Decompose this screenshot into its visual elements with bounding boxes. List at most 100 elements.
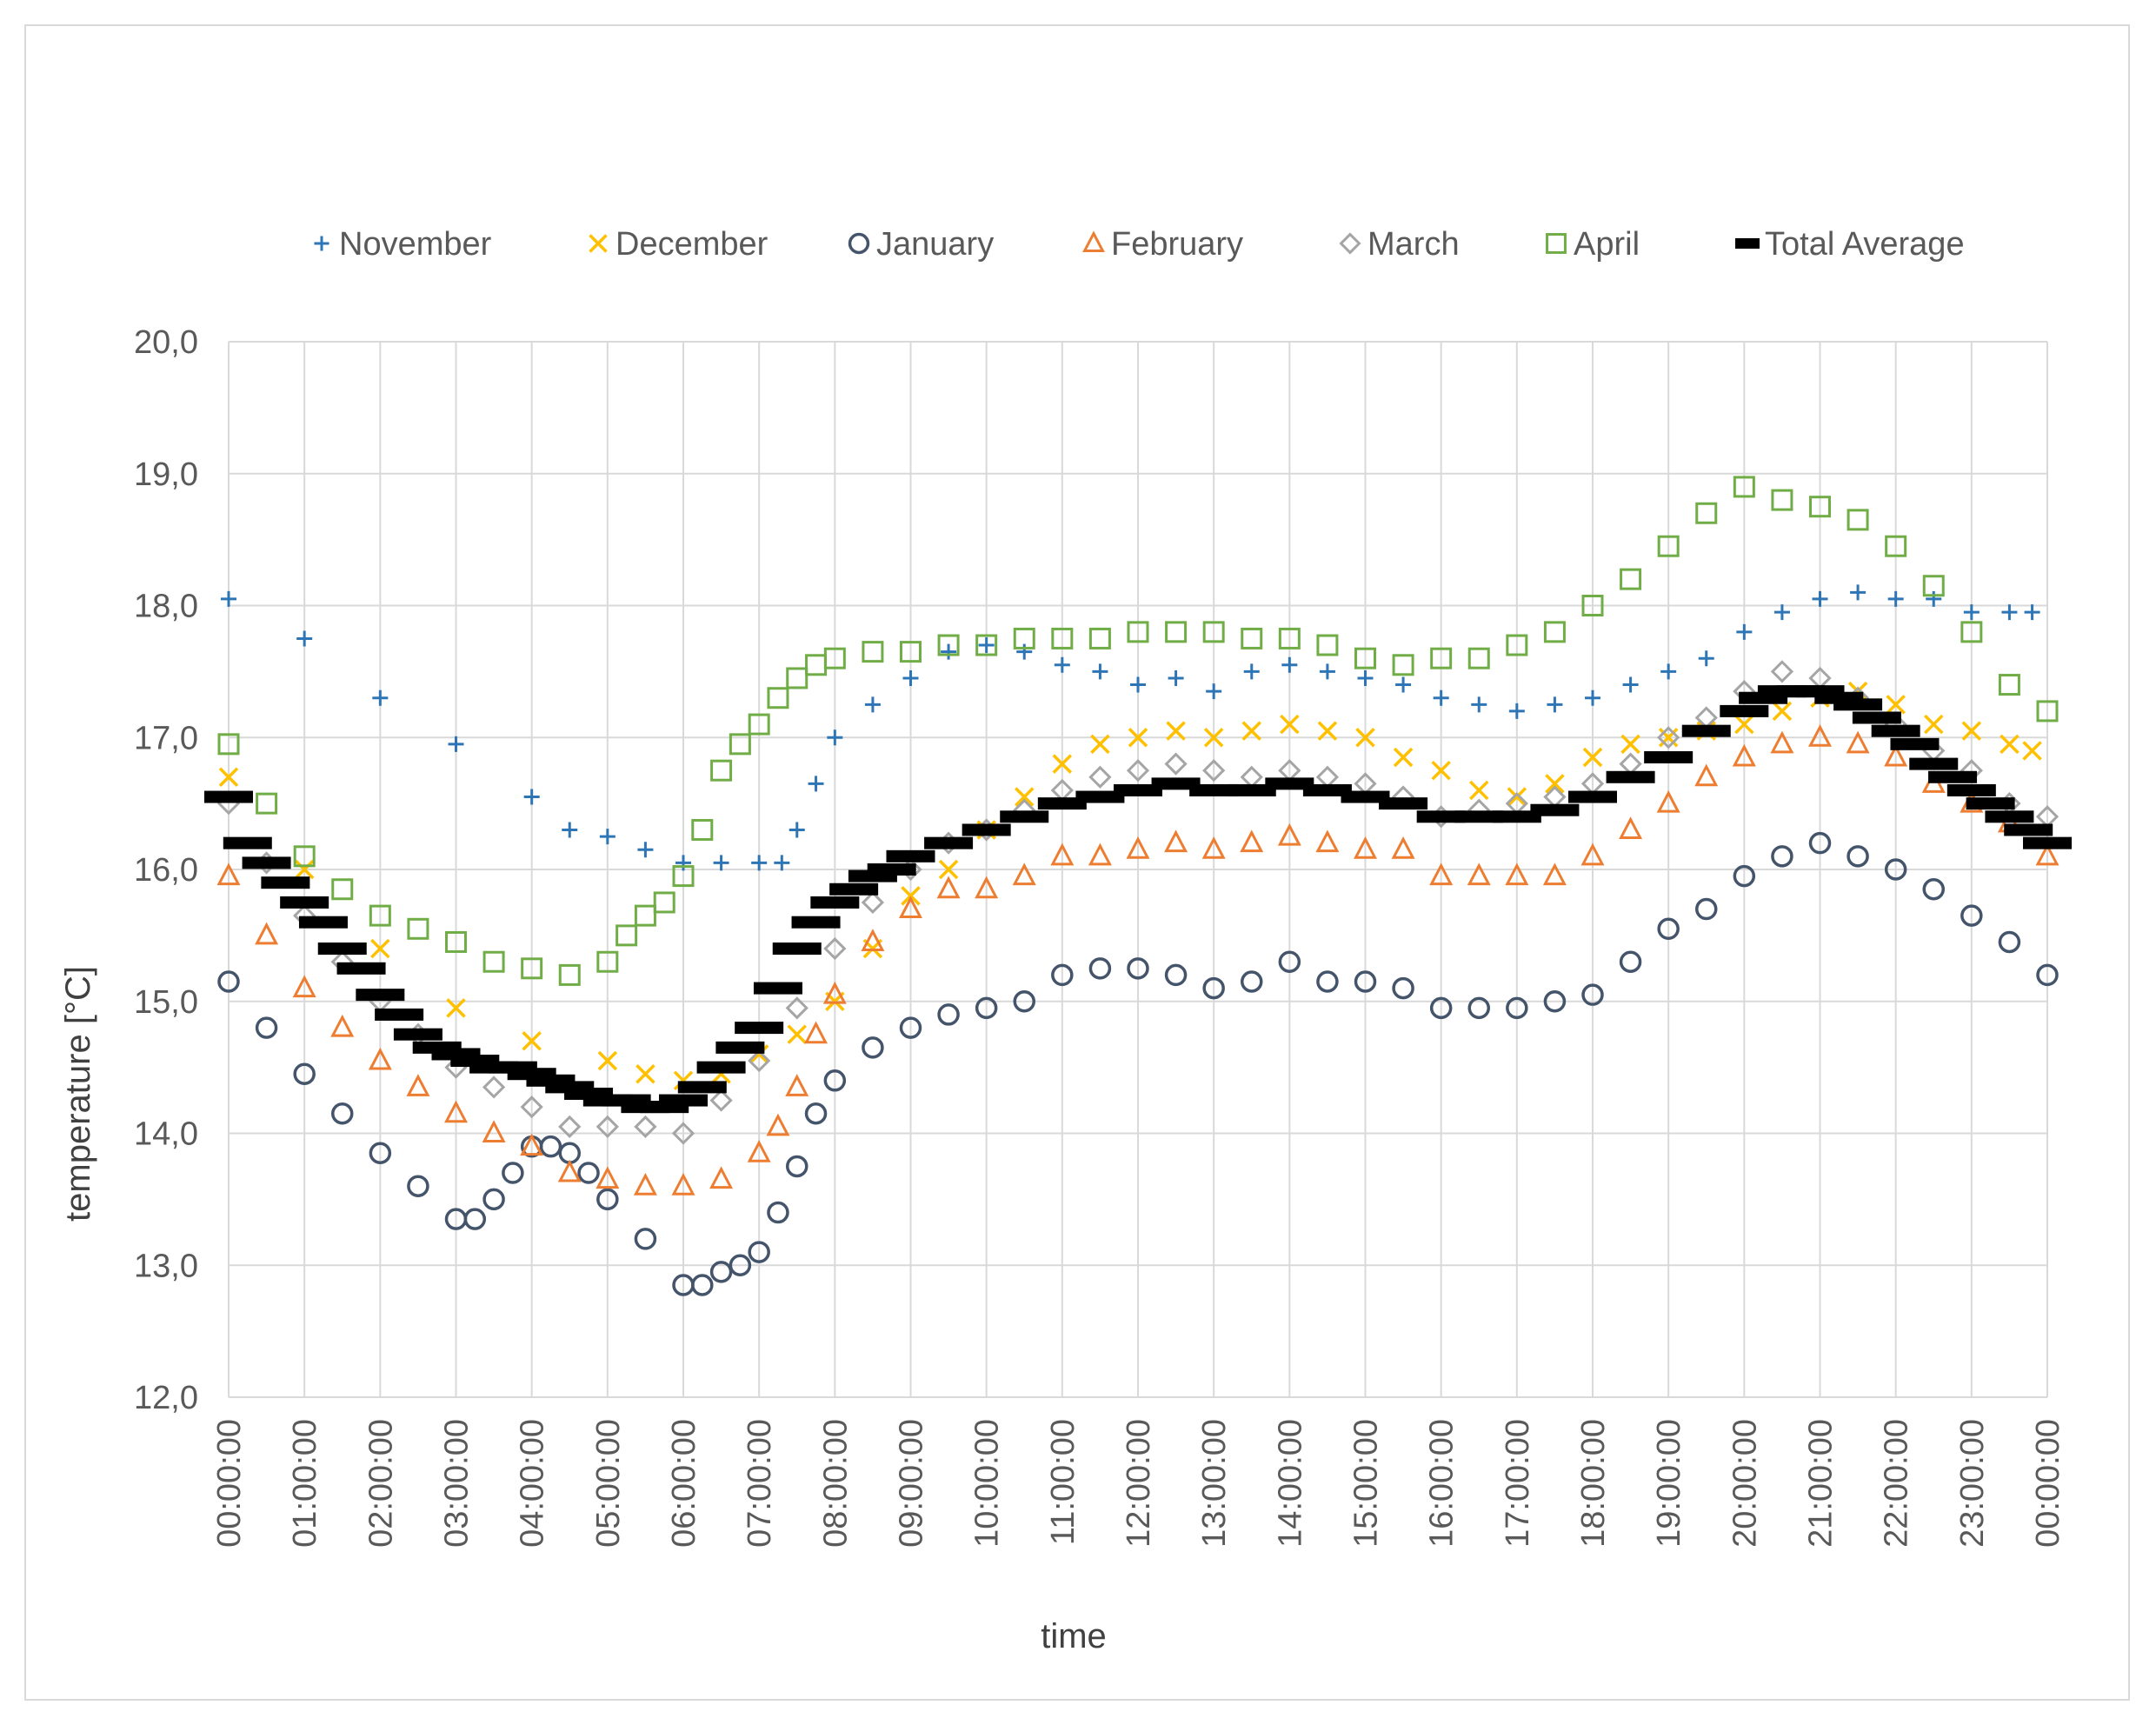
data-point (294, 859, 315, 880)
data-point (1012, 862, 1036, 886)
data-point (482, 1076, 506, 1099)
data-point (1885, 535, 1907, 557)
data-point (1052, 754, 1073, 774)
data-point (1568, 790, 1617, 803)
data-point (1164, 963, 1188, 987)
data-point (216, 862, 241, 886)
data-point (823, 1069, 847, 1092)
data-point (823, 647, 846, 669)
legend-label: Total Average (1765, 226, 1965, 263)
data-point (1166, 721, 1186, 741)
data-point (975, 996, 998, 1020)
data-point (653, 891, 675, 914)
data-point (1357, 669, 1374, 686)
data-point (445, 930, 467, 953)
data-point (221, 590, 236, 607)
data-point (2004, 823, 2053, 836)
data-point (1770, 660, 1794, 683)
data-point (829, 882, 879, 896)
y-tick-label: 16,0 (134, 852, 198, 889)
data-point (1189, 783, 1239, 796)
data-point (2036, 700, 2059, 723)
data-point (1812, 590, 1828, 607)
legend-marker (1082, 230, 1105, 253)
data-point (1960, 621, 1983, 643)
x-tick-label: 20:00:00 (1727, 1419, 1763, 1548)
y-tick-label: 12,0 (134, 1380, 198, 1416)
data-point (1720, 704, 1769, 717)
data-point (1051, 963, 1074, 987)
data-point (1395, 676, 1412, 693)
data-point (1013, 627, 1035, 649)
data-point (2024, 604, 2040, 621)
data-point (368, 1047, 392, 1070)
legend-item: February (1082, 226, 1243, 263)
data-point (1619, 752, 1642, 776)
data-point (785, 1074, 809, 1096)
data-point (1506, 996, 1528, 1020)
data-point (823, 936, 847, 961)
data-point (1850, 584, 1867, 601)
data-point (261, 876, 310, 889)
data-point (375, 1008, 424, 1021)
data-point (1164, 752, 1188, 776)
data-point (1467, 996, 1490, 1020)
x-tick-label: 13:00:00 (1196, 1419, 1233, 1548)
y-axis-ticks: 12,0 13,0 14,0 15,0 16,0 17,0 18,0 19,0 20,0 (134, 324, 198, 1416)
data-point (1206, 683, 1222, 700)
data-point (1846, 730, 1870, 754)
legend-marker (1735, 238, 1760, 249)
data-point (671, 1122, 695, 1145)
data-point (867, 863, 916, 876)
data-point (1620, 734, 1640, 755)
data-point (1808, 724, 1832, 747)
data-point (1317, 721, 1338, 741)
data-point (1619, 816, 1643, 839)
data-point (1354, 970, 1377, 993)
data-point (407, 917, 429, 940)
data-point (1847, 845, 1869, 868)
data-point (1319, 663, 1335, 680)
data-point (937, 634, 960, 656)
data-point (862, 641, 884, 663)
data-point (317, 942, 367, 956)
data-point (715, 1041, 765, 1054)
series-total-average (204, 685, 2072, 1114)
data-point (634, 1228, 657, 1250)
data-point (637, 842, 654, 858)
data-point (1315, 765, 1340, 789)
data-point (1240, 765, 1263, 789)
data-point (1416, 810, 1466, 823)
data-point (1733, 476, 1755, 498)
legend: November December January February March Apri… (314, 226, 1965, 263)
data-point (1430, 647, 1453, 669)
data-point (1392, 654, 1414, 676)
data-point (1151, 777, 1201, 790)
data-point (1657, 726, 1680, 749)
data-point (1379, 797, 1428, 810)
data-point (1543, 621, 1566, 643)
data-point (370, 938, 390, 959)
data-point (713, 855, 729, 871)
x-axis-ticks: 00:00:00 01:00:00 02:00:00 03:00:00 04:00:00… (211, 1419, 2066, 1548)
data-point (1656, 789, 1680, 813)
data-point (691, 1274, 714, 1296)
data-point (1341, 790, 1390, 803)
legend-item: Total Average (1735, 226, 1965, 263)
data-point (1469, 780, 1489, 801)
data-point (1467, 862, 1491, 886)
x-tick-label: 14:00:00 (1272, 1419, 1308, 1548)
data-point (634, 904, 656, 927)
data-point (1126, 836, 1150, 859)
x-axis-title: time (1041, 1617, 1107, 1655)
legend-item: January (848, 226, 994, 263)
data-point (2023, 836, 2072, 849)
data-point (596, 1188, 619, 1211)
data-point (899, 1016, 922, 1039)
data-point (766, 1113, 790, 1136)
data-point (255, 1016, 278, 1039)
data-point (1088, 765, 1112, 789)
gridlines (228, 341, 2048, 1398)
data-point (1809, 496, 1831, 518)
data-point (539, 1135, 562, 1158)
